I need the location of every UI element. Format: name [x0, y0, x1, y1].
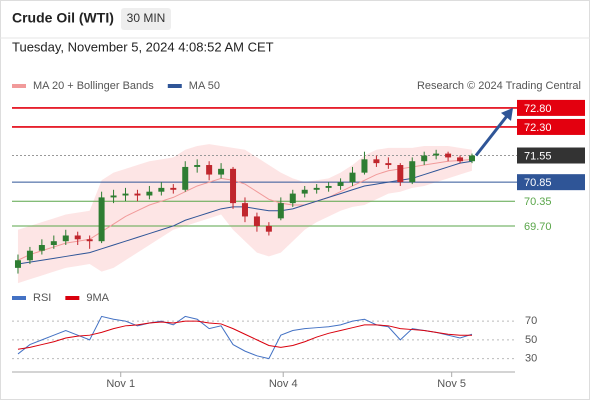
candle-body	[194, 165, 201, 167]
candle-body	[265, 225, 272, 232]
candle-body	[241, 203, 248, 217]
legend-label: RSI	[33, 292, 51, 304]
level-label: 70.35	[524, 196, 552, 208]
legend-label: 9MA	[86, 292, 109, 304]
candle-body	[14, 260, 21, 268]
y-tick-label: 30	[525, 353, 537, 365]
instrument: Crude Oil (WTI)	[12, 10, 114, 26]
candle-body	[134, 193, 141, 196]
candle-body	[50, 241, 57, 246]
candle-body	[62, 235, 69, 242]
candle-body	[253, 216, 260, 226]
legend-label: MA 20 + Bollinger Bands	[33, 80, 154, 92]
candle-body	[468, 155, 475, 162]
candle-body	[38, 245, 45, 251]
level-label: 69.70	[524, 221, 552, 233]
candle-body	[218, 168, 225, 175]
level-box	[517, 118, 585, 135]
level-label: 71.55	[524, 150, 552, 162]
x-tick-label: Nov 4	[269, 378, 298, 390]
candle-body	[373, 159, 380, 164]
level-label: 70.85	[524, 177, 552, 189]
candle-body	[313, 187, 320, 190]
candle-body	[206, 165, 213, 175]
candle-body	[277, 203, 284, 219]
candle-body	[158, 187, 165, 192]
candle-body	[361, 159, 368, 173]
x-tick-label: Nov 1	[106, 378, 135, 390]
candle-body	[433, 153, 440, 156]
ma20-line	[17, 158, 473, 261]
candle-body	[26, 250, 33, 261]
level-label: 72.80	[524, 103, 552, 115]
candle-body	[289, 193, 296, 204]
candle-body	[397, 165, 404, 183]
candle-body	[122, 193, 129, 196]
legend-swatch	[65, 296, 80, 300]
timestamp: Tuesday, November 5, 2024 4:08:52 AM CET	[12, 39, 274, 54]
legend-label: MA 50	[189, 80, 220, 92]
legend-swatch	[12, 296, 26, 300]
series-line	[17, 315, 473, 360]
forecast-arrowhead	[501, 107, 513, 121]
candle-body	[457, 157, 464, 162]
level-box	[517, 99, 585, 116]
candle-body	[86, 239, 93, 242]
candle-body	[325, 185, 332, 188]
candle-body	[301, 189, 308, 194]
legend-swatch	[167, 84, 182, 88]
candle-body	[74, 235, 81, 240]
interval: 30 MIN	[127, 11, 166, 25]
candle-body	[349, 172, 356, 183]
candle-body	[230, 168, 237, 204]
candle-body	[98, 197, 105, 242]
level-label: 72.30	[524, 122, 552, 134]
legend-swatch	[12, 84, 26, 88]
candle-body	[421, 155, 428, 162]
forecast-arrow	[474, 114, 509, 157]
level-box	[517, 147, 585, 164]
candle-body	[182, 166, 189, 190]
level-box	[517, 174, 585, 191]
candle-body	[445, 153, 452, 158]
candle-body	[170, 187, 177, 190]
candle-body	[337, 182, 344, 186]
candle-body	[409, 161, 416, 183]
series-line	[17, 320, 472, 350]
y-tick-label: 50	[525, 334, 537, 346]
interval-badge	[121, 8, 171, 30]
candle-body	[110, 195, 117, 198]
x-tick-label: Nov 5	[437, 378, 466, 390]
credit: Research © 2024 Trading Central	[417, 80, 581, 92]
y-tick-label: 70	[525, 315, 537, 327]
candle-body	[385, 163, 392, 166]
candle-body	[146, 191, 153, 196]
